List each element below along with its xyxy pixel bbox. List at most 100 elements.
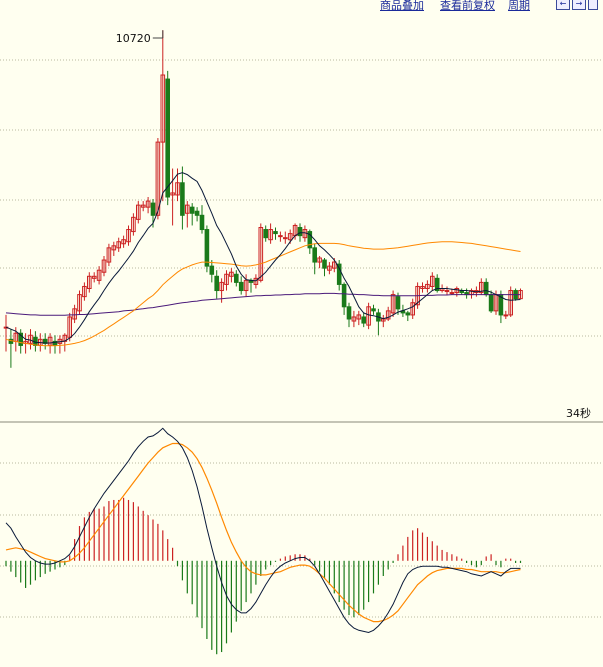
candle-body (170, 192, 175, 196)
candle (229, 268, 234, 283)
candle-body (336, 263, 342, 285)
candle-body (209, 265, 215, 275)
candle-body (297, 227, 303, 237)
adjusted-rights-link[interactable]: 查看前复权 (440, 0, 495, 12)
candle-body (503, 314, 509, 317)
candle (77, 290, 82, 315)
period-link[interactable]: 周期 (508, 0, 530, 12)
candle (82, 282, 87, 301)
candle-body (317, 257, 322, 263)
candle-body (91, 275, 97, 279)
candle-body (322, 259, 327, 269)
macd-histogram (5, 497, 522, 655)
candle (111, 241, 117, 256)
candle-body (410, 302, 415, 316)
candle (101, 255, 107, 277)
candle (234, 270, 239, 287)
candle (140, 201, 146, 212)
candle (185, 201, 190, 228)
candle (390, 290, 396, 317)
candle (131, 213, 136, 236)
candle-body (111, 245, 117, 251)
candle-body (356, 314, 362, 320)
ma-fast-line (5, 172, 521, 344)
candle-body (366, 306, 371, 326)
candle (420, 282, 425, 293)
candle (381, 314, 386, 328)
candle (116, 237, 122, 252)
candle-body (77, 294, 82, 312)
candle (268, 223, 273, 244)
candle (410, 298, 415, 319)
candle-body (131, 216, 136, 233)
candle-body (214, 275, 219, 292)
candle-body (332, 261, 337, 269)
window-button[interactable] (588, 0, 598, 10)
candle (508, 286, 513, 317)
candle-body (425, 283, 430, 289)
candle-body (405, 312, 411, 316)
candle-body (253, 277, 259, 285)
candle (488, 290, 494, 313)
candle (204, 225, 210, 273)
candle-body (224, 273, 229, 285)
candle-body (479, 281, 484, 294)
macd-lines (5, 427, 521, 634)
candle (356, 310, 362, 326)
candle (430, 272, 435, 291)
candle-body (185, 204, 190, 214)
candle-body (106, 247, 112, 263)
overlay-product-link[interactable]: 商品叠加 (380, 0, 424, 12)
candle-body (243, 279, 249, 292)
candle-body (361, 316, 366, 324)
candle-body (488, 294, 494, 312)
candle-body (87, 275, 92, 289)
candle-body (136, 204, 141, 220)
candle-body (116, 241, 122, 249)
candle-body (101, 259, 107, 273)
candle-body (18, 332, 23, 346)
time-label: 34秒 (566, 406, 591, 420)
candle-body (420, 285, 425, 290)
candle (307, 229, 313, 254)
candle-body (454, 288, 460, 294)
candle (57, 335, 63, 354)
candle (165, 70, 170, 206)
candle-body (278, 235, 283, 238)
next-arrow-icon[interactable]: → (572, 0, 586, 10)
candle (336, 260, 342, 291)
candle (317, 255, 322, 269)
candle (155, 138, 161, 220)
candle (258, 223, 264, 283)
moving-averages (5, 172, 521, 347)
candle (209, 260, 215, 283)
candle-body (312, 247, 317, 263)
candle-body (434, 277, 440, 292)
candle-body (145, 200, 151, 208)
candle (199, 205, 205, 234)
macd-dif-line (5, 427, 521, 634)
candle (214, 270, 219, 299)
candle (87, 272, 92, 293)
candle (327, 262, 332, 275)
candle (170, 168, 175, 226)
candle-body (430, 275, 435, 287)
candle (106, 243, 112, 267)
candle-body (194, 210, 200, 216)
candle (385, 306, 391, 322)
prev-arrow-icon[interactable]: ← (556, 0, 570, 10)
candle (278, 231, 283, 242)
candle (469, 288, 474, 299)
ma-slow-line (5, 292, 521, 316)
candle (18, 329, 23, 354)
candle (518, 288, 523, 300)
candle (479, 278, 484, 295)
candle-body (238, 281, 244, 292)
candle (28, 329, 33, 350)
candle-body (121, 239, 126, 245)
candle-body (155, 141, 161, 216)
peak-price-label: 10720 (116, 32, 151, 45)
candle (371, 304, 376, 315)
candle-body (341, 283, 347, 308)
